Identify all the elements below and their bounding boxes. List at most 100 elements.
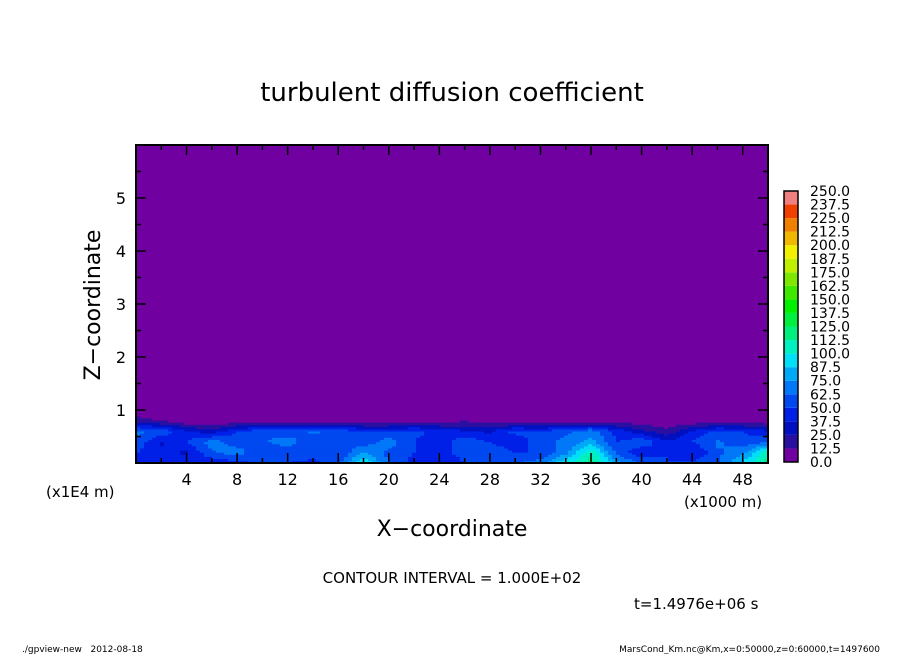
heatmap-cell	[536, 443, 541, 447]
heatmap-cell	[388, 446, 393, 449]
heatmap-cell	[412, 441, 417, 445]
heatmap-cell	[152, 450, 157, 453]
colorbar-swatch	[784, 299, 798, 313]
heatmap-cell	[328, 422, 333, 426]
heatmap-cell	[536, 429, 541, 432]
heatmap-cell	[312, 456, 317, 460]
heatmap-cell	[652, 429, 657, 432]
heatmap-cell	[504, 448, 509, 451]
heatmap-cell	[696, 422, 701, 426]
heatmap-cell	[344, 441, 349, 445]
heatmap-cell	[556, 448, 561, 451]
heatmap-cell	[328, 458, 333, 462]
heatmap-cell	[284, 441, 289, 445]
heatmap-cell	[276, 452, 281, 455]
heatmap-cell	[544, 426, 549, 430]
heatmap-cell	[540, 437, 545, 440]
heatmap-cell	[200, 435, 205, 438]
heatmap-cell	[428, 435, 433, 438]
heatmap-cell	[640, 441, 645, 445]
heatmap-cell	[488, 448, 493, 451]
heatmap-cell	[612, 458, 617, 462]
heatmap-cell	[224, 429, 229, 432]
heatmap-cell	[608, 441, 613, 445]
heatmap-cell	[288, 448, 293, 451]
heatmap-cell	[600, 424, 605, 428]
heatmap-cell	[588, 439, 593, 443]
heatmap-cell	[504, 443, 509, 447]
heatmap-cell	[280, 450, 285, 453]
heatmap-cell	[748, 435, 753, 438]
heatmap-cell	[604, 441, 609, 445]
heatmap-cell	[220, 458, 225, 462]
heatmap-cell	[720, 433, 725, 436]
heatmap-cell	[328, 426, 333, 430]
heatmap-cell	[312, 441, 317, 445]
heatmap-cell	[228, 452, 233, 455]
heatmap-cell	[764, 454, 769, 457]
heatmap-cell	[380, 422, 385, 426]
heatmap-cell	[376, 458, 381, 462]
heatmap-cell	[724, 431, 729, 434]
heatmap-cell	[624, 439, 629, 443]
heatmap-cell	[528, 441, 533, 445]
heatmap-cell	[468, 439, 473, 443]
heatmap-cell	[536, 433, 541, 436]
heatmap-cell	[436, 458, 441, 462]
heatmap-cell	[388, 456, 393, 460]
heatmap-cell	[148, 454, 153, 457]
heatmap-cell	[244, 437, 249, 440]
x-tick-label: 24	[429, 470, 449, 489]
heatmap-cell	[236, 446, 241, 449]
heatmap-cell	[596, 431, 601, 434]
heatmap-cell	[320, 429, 325, 432]
heatmap-cell	[540, 448, 545, 451]
heatmap-cell	[140, 435, 145, 438]
heatmap-cell	[492, 435, 497, 438]
heatmap-cell	[744, 443, 749, 447]
heatmap-cell	[444, 443, 449, 447]
heatmap-cell	[160, 420, 165, 424]
heatmap-cell	[272, 456, 277, 460]
heatmap-cell	[676, 452, 681, 455]
heatmap-cell	[300, 431, 305, 434]
heatmap-cell	[520, 439, 525, 443]
heatmap-cell	[200, 454, 205, 457]
heatmap-cell	[504, 422, 509, 426]
heatmap-cell	[552, 431, 557, 434]
heatmap-cell	[412, 435, 417, 438]
heatmap-cell	[212, 437, 217, 440]
heatmap-cell	[560, 456, 565, 460]
heatmap-cell	[164, 429, 169, 432]
heatmap-cell	[400, 422, 405, 426]
heatmap-cell	[368, 426, 373, 430]
heatmap-cell	[320, 431, 325, 434]
heatmap-cell	[356, 426, 361, 430]
heatmap-cell	[632, 439, 637, 443]
x-tick-label: 8	[232, 470, 242, 489]
heatmap-cell	[540, 456, 545, 460]
heatmap-cell	[196, 424, 201, 428]
heatmap-cell	[364, 435, 369, 438]
heatmap-cell	[724, 456, 729, 460]
heatmap-cell	[380, 426, 385, 430]
heatmap-cell	[460, 435, 465, 438]
heatmap-cell	[220, 441, 225, 445]
heatmap-cell	[744, 426, 749, 430]
heatmap-cell	[532, 443, 537, 447]
heatmap-cell	[760, 422, 765, 426]
colorbar-label: 187.5	[810, 252, 850, 268]
heatmap-cell	[628, 433, 633, 436]
heatmap-cell	[716, 433, 721, 436]
heatmap-cell	[520, 458, 525, 462]
heatmap-cell	[204, 458, 209, 462]
heatmap-cell	[512, 426, 517, 430]
heatmap-cell	[156, 446, 161, 449]
heatmap-cell	[548, 437, 553, 440]
heatmap-cell	[596, 426, 601, 430]
heatmap-cell	[180, 422, 185, 426]
heatmap-cell	[364, 433, 369, 436]
heatmap-cell	[596, 435, 601, 438]
heatmap-cell	[716, 424, 721, 428]
heatmap-cell	[300, 437, 305, 440]
